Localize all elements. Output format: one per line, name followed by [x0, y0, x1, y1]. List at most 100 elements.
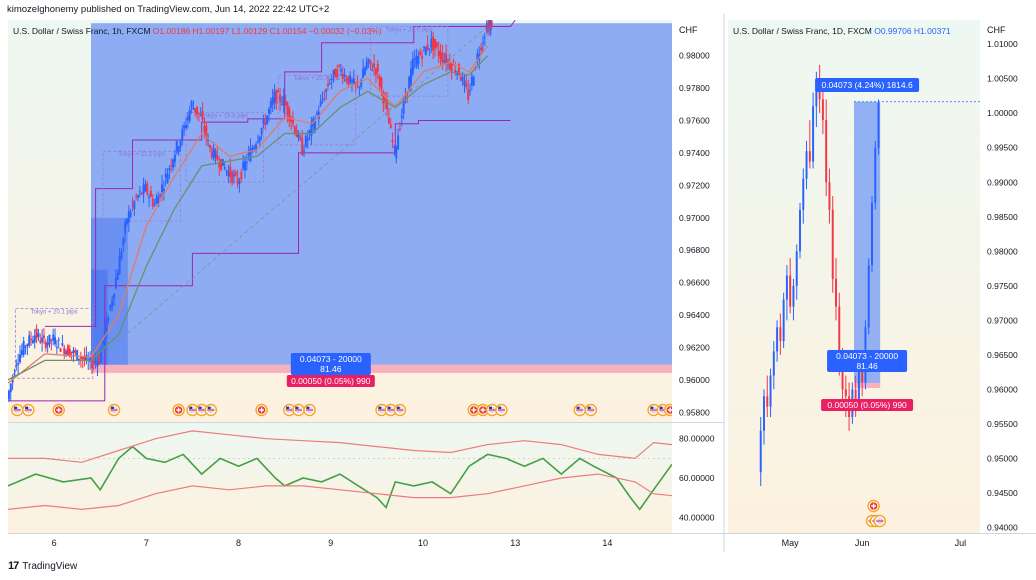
candle-body [365, 61, 368, 69]
candle-body [415, 56, 418, 67]
session-label: Tokyo + 20.7 pips [294, 76, 341, 82]
candle-body [227, 171, 230, 177]
event-icon-canton [378, 406, 382, 409]
candle-body [424, 47, 427, 55]
candle-body [410, 68, 413, 85]
us-flag-event-icon [573, 403, 586, 417]
event-icon-stripe [497, 409, 505, 411]
daily-candle-body [763, 396, 765, 431]
daily-candle-body [818, 85, 821, 100]
candle-body [109, 305, 112, 310]
daily-axis-currency: CHF [987, 25, 1006, 35]
main-y-tick-label: 0.98000 [679, 51, 710, 61]
candle-body [242, 162, 245, 169]
candle-body [417, 55, 420, 64]
candle-body [162, 188, 165, 191]
candle-body [17, 362, 20, 365]
candle-body [96, 361, 99, 367]
candle-body [343, 74, 346, 77]
candle-body [472, 76, 475, 86]
main-chart-title: U.S. Dollar / Swiss Franc, 1h, FXCM O1.0… [13, 26, 382, 36]
candle-body [247, 152, 250, 156]
candle-body [231, 171, 234, 183]
main-x-tick-label: 13 [510, 538, 520, 548]
daily-candle-body [759, 430, 762, 473]
event-icon-stripe [377, 409, 386, 411]
candle-body [131, 204, 134, 206]
daily-candle-body [825, 120, 828, 183]
daily-candle-body [792, 285, 795, 307]
event-icon-stripe [24, 409, 32, 411]
main-y-tick-label: 0.96400 [679, 310, 710, 320]
event-icon-cross [177, 407, 180, 413]
candle-body [18, 354, 21, 363]
tradingview-brand[interactable]: 17 TradingView [8, 560, 77, 572]
daily-chart-title: U.S. Dollar / Swiss Franc, 1D, FXCM O0.9… [733, 26, 951, 36]
candle-body [59, 348, 62, 352]
target-label-box [827, 350, 908, 372]
candle-body [400, 115, 403, 118]
candle-body [446, 61, 449, 63]
daily-y-tick-label: 0.98500 [987, 212, 1018, 222]
candle-body [83, 356, 86, 360]
candle-body [170, 165, 173, 167]
daily-y-tick-label: 0.97000 [987, 315, 1018, 325]
daily-x-tick-label: Jun [855, 538, 870, 548]
candle-body [236, 177, 239, 185]
daily-y-tick-label: 1.00000 [987, 108, 1018, 118]
candle-body [386, 99, 389, 109]
session-range-box [277, 74, 357, 146]
us-flag-event-icon [584, 403, 598, 417]
candle-body [408, 76, 411, 92]
candle-body [421, 55, 424, 59]
candle-body [133, 201, 136, 209]
candle-body [137, 195, 140, 198]
long-position-target-zone [91, 23, 672, 365]
candle-body [177, 147, 180, 153]
candle-body [445, 53, 448, 65]
candle-body [271, 97, 274, 105]
daily-candle-body [812, 106, 815, 162]
event-icon-canton [387, 406, 391, 409]
main-y-tick-label: 0.97000 [679, 213, 710, 223]
candle-body [380, 77, 383, 89]
oscillator-y-tick-label: 40.00000 [679, 512, 715, 522]
candle-body [279, 94, 282, 102]
candle-body [55, 347, 58, 349]
candle-body [151, 198, 154, 207]
candle-body [330, 78, 333, 81]
candle-body [72, 350, 75, 353]
candle-body [362, 68, 365, 79]
session-upper-line [44, 20, 516, 327]
candle-body [66, 345, 69, 356]
us-flag-event-icon [873, 514, 887, 528]
candle-body [282, 96, 285, 106]
candle-body [74, 350, 77, 353]
daily-y-tick-label: 0.94000 [987, 522, 1018, 532]
main-x-tick-label: 9 [328, 538, 333, 548]
event-icon-canton [189, 406, 193, 409]
candle-body [308, 130, 311, 134]
candle-body [297, 133, 300, 138]
ohlc-high: H1.00197 [193, 26, 232, 36]
event-icon-canton [25, 406, 29, 409]
candle-body [183, 125, 186, 129]
candle-body [175, 141, 178, 152]
candle-body [293, 126, 296, 134]
candle-body [223, 166, 226, 170]
daily-candle-body [789, 275, 792, 307]
candle-body [63, 347, 66, 355]
candle-body [129, 211, 132, 217]
oscillator-rsi-line [8, 445, 672, 511]
candle-body [432, 36, 435, 51]
ohlc-open: O1.00186 [153, 26, 193, 36]
main-x-tick-label: 6 [52, 538, 57, 548]
candle-body [277, 90, 280, 92]
candle-body [42, 335, 45, 338]
candle-body [92, 360, 95, 364]
candle-body [373, 63, 376, 68]
swiss-flag-event-icon [52, 403, 65, 417]
event-icon-canton [110, 406, 114, 409]
